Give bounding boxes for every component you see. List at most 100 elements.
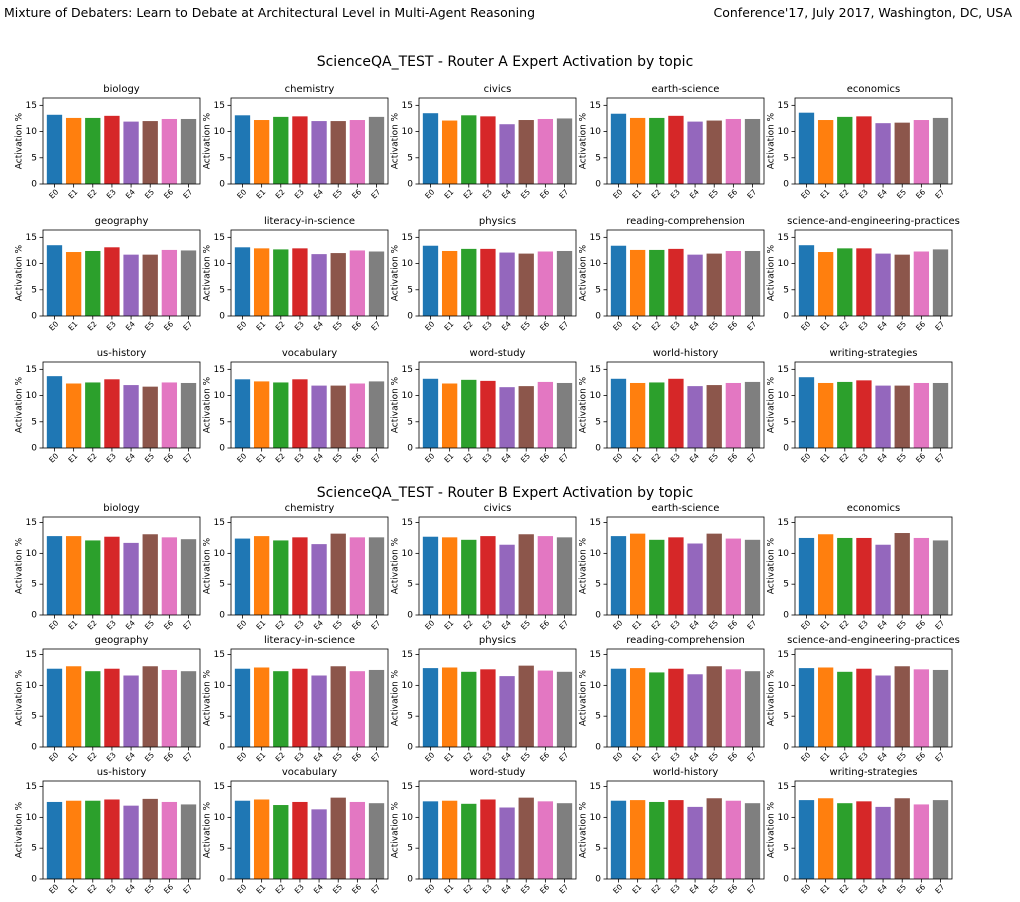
y-axis-label: Activation % <box>15 801 25 858</box>
bar <box>556 250 573 316</box>
x-tick-label: E5 <box>895 618 908 631</box>
y-tick-label: 5 <box>595 712 601 722</box>
x-tick-label: E0 <box>423 451 436 464</box>
subplot-title: vocabulary <box>282 348 337 359</box>
x-tick-label: E1 <box>818 451 831 464</box>
bar <box>706 533 722 615</box>
x-tick-label: E2 <box>462 187 475 200</box>
x-tick-label: E7 <box>369 187 382 200</box>
bar <box>725 800 742 879</box>
bar <box>518 665 534 747</box>
y-axis-label: Activation % <box>203 669 213 726</box>
x-tick-label: E1 <box>818 618 831 631</box>
y-tick-label: 0 <box>219 180 225 190</box>
y-tick-label: 0 <box>783 743 789 753</box>
y-tick-label: 0 <box>219 743 225 753</box>
bar <box>894 798 910 879</box>
bar <box>480 380 496 448</box>
bar <box>913 804 930 879</box>
x-tick-label: E3 <box>857 750 870 763</box>
bar <box>725 382 742 448</box>
bar <box>123 805 139 879</box>
bar <box>180 250 197 316</box>
y-tick-label: 5 <box>783 580 789 590</box>
y-axis-label: Activation % <box>203 376 213 433</box>
x-tick-label: E2 <box>838 750 851 763</box>
x-tick-label: E3 <box>481 319 494 332</box>
x-tick-label: E0 <box>47 319 60 332</box>
y-tick-label: 5 <box>407 417 413 427</box>
y-axis-label: Activation % <box>15 244 25 301</box>
x-tick-label: E3 <box>293 618 306 631</box>
bar <box>706 798 722 879</box>
x-tick-label: E0 <box>47 750 60 763</box>
y-tick-label: 15 <box>214 365 225 375</box>
x-tick-label: E7 <box>181 319 194 332</box>
bar <box>123 254 139 316</box>
axes-frame <box>794 361 953 449</box>
x-tick-label: E6 <box>162 319 175 332</box>
bar <box>687 674 703 747</box>
bar <box>480 669 496 747</box>
x-tick-label: E3 <box>105 451 118 464</box>
x-tick-label: E6 <box>914 187 927 200</box>
bar <box>725 250 742 316</box>
x-tick-label: E0 <box>235 882 248 895</box>
x-tick-label: E2 <box>650 750 663 763</box>
bar <box>668 248 684 316</box>
bar <box>649 539 665 615</box>
subplot-title: reading-comprehension <box>626 216 745 227</box>
bar <box>349 671 366 747</box>
y-axis-label: Activation % <box>391 669 401 726</box>
x-tick-label: E4 <box>688 882 701 895</box>
y-tick-label: 5 <box>31 285 37 295</box>
y-tick-label: 5 <box>783 712 789 722</box>
bar <box>687 121 703 184</box>
y-tick-label: 5 <box>783 285 789 295</box>
x-tick-label: E5 <box>331 882 344 895</box>
x-tick-label: E6 <box>350 187 363 200</box>
y-tick-label: 10 <box>214 549 226 559</box>
x-tick-label: E5 <box>331 187 344 200</box>
x-tick-label: E3 <box>293 882 306 895</box>
bar <box>461 803 477 879</box>
x-tick-label: E7 <box>181 882 194 895</box>
x-tick-label: E1 <box>442 618 455 631</box>
y-tick-label: 5 <box>595 285 601 295</box>
x-tick-label: E4 <box>124 187 137 200</box>
y-tick-label: 15 <box>26 233 37 243</box>
x-tick-label: E7 <box>369 750 382 763</box>
bar <box>349 120 366 184</box>
x-tick-label: E7 <box>933 618 946 631</box>
x-tick-label: E0 <box>611 750 624 763</box>
y-tick-label: 15 <box>590 782 601 792</box>
x-tick-label: E2 <box>838 319 851 332</box>
y-axis-label: Activation % <box>579 801 589 858</box>
y-tick-label: 0 <box>219 611 225 621</box>
bar <box>253 381 270 448</box>
x-tick-label: E7 <box>369 451 382 464</box>
bar <box>368 803 385 879</box>
y-tick-label: 15 <box>214 101 225 111</box>
x-tick-label: E5 <box>143 882 156 895</box>
x-tick-label: E7 <box>557 882 570 895</box>
y-tick-label: 0 <box>31 611 37 621</box>
x-tick-label: E7 <box>557 319 570 332</box>
bar <box>837 116 853 184</box>
x-tick-label: E7 <box>745 882 758 895</box>
y-tick-label: 0 <box>595 312 601 322</box>
bar <box>610 378 627 448</box>
x-tick-label: E4 <box>500 618 513 631</box>
bar <box>461 248 477 316</box>
y-tick-label: 15 <box>402 365 413 375</box>
x-tick-label: E6 <box>162 750 175 763</box>
x-tick-label: E7 <box>181 187 194 200</box>
bar <box>311 254 327 316</box>
x-tick-label: E4 <box>500 451 513 464</box>
